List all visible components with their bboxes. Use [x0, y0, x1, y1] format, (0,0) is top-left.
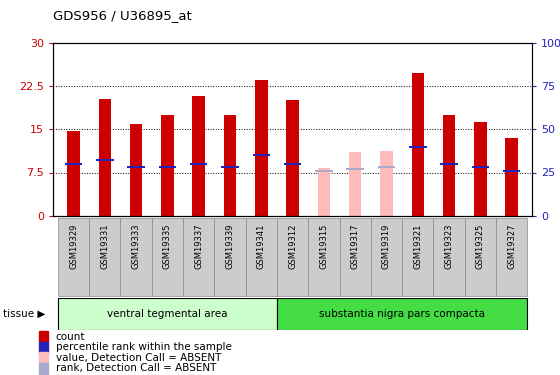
Bar — [433, 217, 465, 296]
Bar — [96, 159, 114, 161]
Bar — [496, 217, 528, 296]
Text: GSM19339: GSM19339 — [226, 224, 235, 269]
Bar — [39, 331, 48, 342]
Text: GSM19333: GSM19333 — [132, 224, 141, 269]
Bar — [120, 217, 152, 296]
Text: GSM19337: GSM19337 — [194, 224, 203, 269]
Bar — [255, 80, 268, 216]
Bar — [308, 217, 339, 296]
Text: GSM19329: GSM19329 — [69, 224, 78, 269]
Text: GSM19335: GSM19335 — [163, 224, 172, 269]
Text: substantia nigra pars compacta: substantia nigra pars compacta — [319, 309, 485, 319]
Bar — [158, 166, 176, 168]
Bar — [161, 115, 174, 216]
Bar — [67, 130, 80, 216]
Text: value, Detection Call = ABSENT: value, Detection Call = ABSENT — [56, 353, 221, 363]
Bar — [193, 96, 205, 216]
Bar — [99, 99, 111, 216]
Bar — [130, 124, 142, 216]
Text: GSM19317: GSM19317 — [351, 224, 360, 269]
Bar — [221, 166, 239, 168]
Bar — [127, 166, 145, 168]
Bar — [443, 115, 455, 216]
Bar — [214, 217, 246, 296]
Text: GSM19321: GSM19321 — [413, 224, 422, 269]
Bar — [39, 352, 48, 363]
Text: tissue ▶: tissue ▶ — [3, 309, 45, 319]
Bar — [277, 217, 308, 296]
Text: GDS956 / U36895_at: GDS956 / U36895_at — [53, 9, 192, 22]
Bar — [474, 123, 487, 216]
Bar — [347, 168, 364, 170]
Text: count: count — [56, 332, 85, 342]
Bar — [349, 152, 361, 216]
Bar — [58, 298, 277, 330]
Text: GSM19323: GSM19323 — [445, 224, 454, 269]
Bar — [409, 146, 427, 148]
Text: rank, Detection Call = ABSENT: rank, Detection Call = ABSENT — [56, 363, 216, 373]
Bar — [503, 170, 520, 172]
Text: GSM19331: GSM19331 — [100, 224, 109, 269]
Text: percentile rank within the sample: percentile rank within the sample — [56, 342, 232, 352]
Bar — [39, 342, 48, 353]
Text: GSM19319: GSM19319 — [382, 224, 391, 269]
Bar — [39, 363, 48, 374]
Bar — [183, 217, 214, 296]
Bar — [58, 217, 89, 296]
Text: GSM19325: GSM19325 — [476, 224, 485, 269]
Bar — [339, 217, 371, 296]
Bar — [412, 73, 424, 216]
Bar — [65, 163, 82, 165]
Bar — [506, 138, 518, 216]
Text: GSM19312: GSM19312 — [288, 224, 297, 269]
Bar — [377, 166, 395, 168]
Bar — [224, 115, 236, 216]
Bar — [440, 163, 458, 165]
Text: ventral tegmental area: ventral tegmental area — [107, 309, 228, 319]
Bar — [315, 170, 333, 172]
Bar — [246, 217, 277, 296]
Bar — [152, 217, 183, 296]
Bar — [253, 154, 270, 156]
Text: GSM19327: GSM19327 — [507, 224, 516, 269]
Bar — [89, 217, 120, 296]
Bar — [472, 166, 489, 168]
Bar — [284, 163, 301, 165]
Bar — [402, 217, 433, 296]
Text: GSM19341: GSM19341 — [257, 224, 266, 269]
Bar — [465, 217, 496, 296]
Bar — [318, 168, 330, 216]
Bar — [371, 217, 402, 296]
Bar — [190, 163, 207, 165]
Text: GSM19315: GSM19315 — [319, 224, 328, 269]
Bar — [286, 100, 299, 216]
Bar — [277, 298, 528, 330]
Bar — [380, 151, 393, 216]
